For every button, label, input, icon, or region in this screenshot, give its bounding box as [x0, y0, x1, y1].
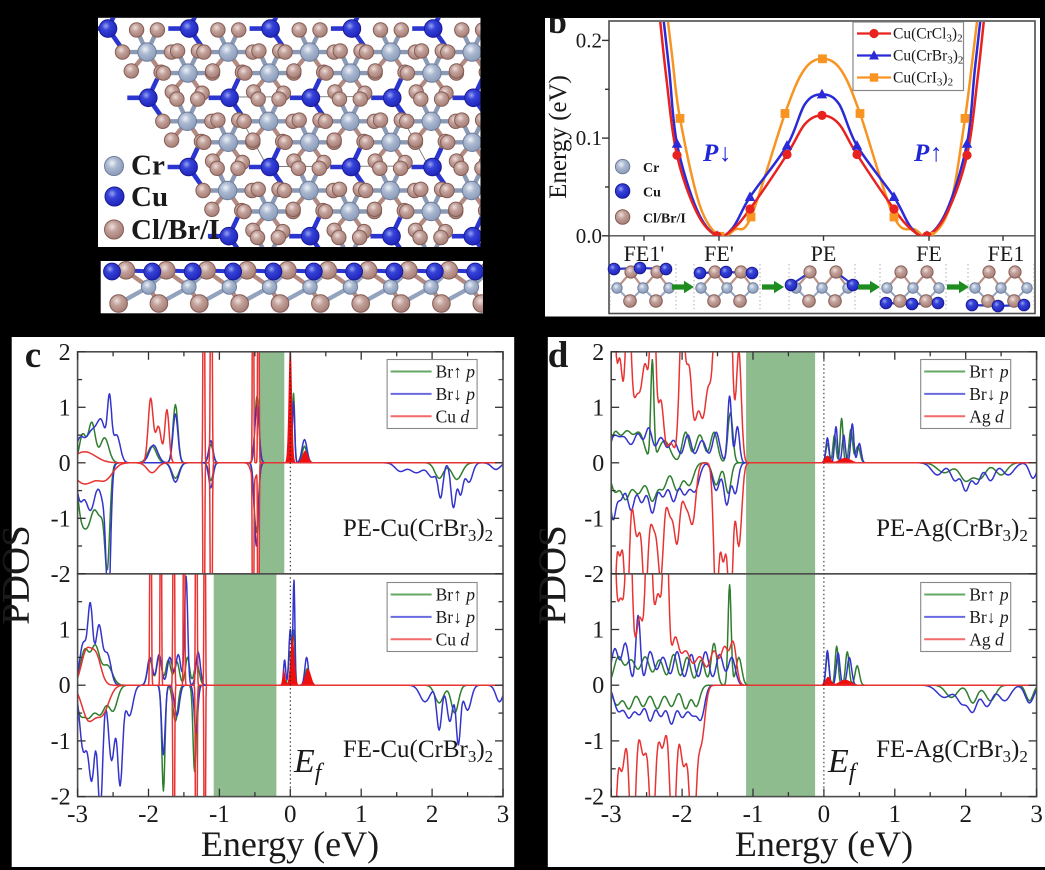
svg-text:P: P — [702, 140, 719, 167]
svg-text:-2: -2 — [51, 562, 71, 588]
svg-text:-1: -1 — [584, 506, 604, 532]
svg-text:0: 0 — [284, 801, 297, 828]
svg-text:-2: -2 — [584, 785, 604, 811]
svg-text:0: 0 — [59, 673, 71, 699]
svg-text:-2: -2 — [138, 801, 159, 828]
svg-text:1: 1 — [592, 395, 604, 421]
svg-text:Br↓ p: Br↓ p — [436, 607, 476, 627]
svg-text:3: 3 — [1030, 801, 1043, 828]
svg-text:Ag d: Ag d — [969, 629, 1004, 649]
svg-text:3: 3 — [497, 801, 510, 828]
svg-text:Br↑ p: Br↑ p — [436, 585, 476, 605]
svg-text:FE: FE — [916, 241, 942, 266]
svg-text:2: 2 — [592, 340, 604, 366]
svg-text:-2: -2 — [584, 562, 604, 588]
svg-text:0: 0 — [59, 451, 71, 477]
svg-text:1: 1 — [59, 618, 71, 644]
svg-text:Cr: Cr — [131, 150, 165, 182]
svg-text:2: 2 — [426, 801, 439, 828]
svg-text:Cu d: Cu d — [436, 406, 470, 426]
svg-text:Energy (eV): Energy (eV) — [545, 75, 572, 199]
svg-text:Br↓ p: Br↓ p — [969, 607, 1009, 627]
svg-text:0: 0 — [592, 673, 604, 699]
svg-text:Ag d: Ag d — [969, 406, 1004, 426]
svg-text:0.1: 0.1 — [576, 126, 602, 150]
svg-text:Cu(CrBr3)2: Cu(CrBr3)2 — [893, 48, 963, 67]
svg-text:Cr: Cr — [643, 161, 659, 176]
svg-text:-2: -2 — [672, 801, 693, 828]
svg-text:-3: -3 — [67, 801, 88, 828]
svg-text:1: 1 — [592, 618, 604, 644]
svg-text:c: c — [25, 335, 41, 376]
svg-text:0: 0 — [818, 801, 831, 828]
svg-text:Cu(CrI3)2: Cu(CrI3)2 — [893, 70, 953, 89]
svg-text:0.2: 0.2 — [576, 28, 602, 52]
svg-text:FE': FE' — [704, 241, 734, 266]
svg-text:-1: -1 — [51, 506, 71, 532]
svg-text:Br↑ p: Br↑ p — [436, 362, 476, 382]
svg-text:1: 1 — [889, 801, 902, 828]
svg-text:Ef: Ef — [827, 743, 859, 786]
svg-text:FE1: FE1 — [988, 241, 1025, 266]
svg-text:Energy (eV): Energy (eV) — [735, 824, 913, 864]
svg-text:-1: -1 — [584, 729, 604, 755]
svg-text:Cu: Cu — [643, 186, 661, 201]
svg-text:Br↓ p: Br↓ p — [436, 384, 476, 404]
svg-text:Br↑ p: Br↑ p — [969, 585, 1009, 605]
svg-text:Cl/Br/I: Cl/Br/I — [131, 214, 220, 246]
svg-text:Cu: Cu — [131, 181, 168, 213]
svg-text:Ef: Ef — [293, 743, 325, 786]
svg-text:↑: ↑ — [930, 140, 943, 167]
svg-text:Cu d: Cu d — [436, 629, 470, 649]
svg-text:P: P — [913, 140, 930, 167]
svg-text:-1: -1 — [743, 801, 764, 828]
svg-text:1: 1 — [355, 801, 368, 828]
svg-text:Br↓ p: Br↓ p — [969, 384, 1009, 404]
svg-text:-2: -2 — [51, 785, 71, 811]
svg-text:Cl/Br/I: Cl/Br/I — [643, 212, 686, 227]
svg-text:d: d — [548, 335, 569, 376]
svg-text:FE1': FE1' — [624, 241, 665, 266]
svg-text:1: 1 — [59, 395, 71, 421]
svg-text:PE: PE — [811, 241, 837, 266]
svg-text:0: 0 — [592, 451, 604, 477]
svg-text:↓: ↓ — [719, 140, 732, 167]
svg-text:2: 2 — [59, 340, 71, 366]
svg-text:b: b — [548, 4, 567, 41]
svg-text:PDOS: PDOS — [531, 525, 574, 625]
svg-text:Cu(CrCl3)2: Cu(CrCl3)2 — [893, 26, 963, 45]
svg-text:-3: -3 — [601, 801, 622, 828]
svg-text:2: 2 — [959, 801, 972, 828]
svg-text:PDOS: PDOS — [0, 525, 38, 625]
svg-text:-1: -1 — [209, 801, 230, 828]
svg-text:0.0: 0.0 — [576, 224, 602, 248]
svg-text:-1: -1 — [51, 729, 71, 755]
svg-text:Br↑ p: Br↑ p — [969, 362, 1009, 382]
svg-text:Energy (eV): Energy (eV) — [201, 824, 379, 864]
